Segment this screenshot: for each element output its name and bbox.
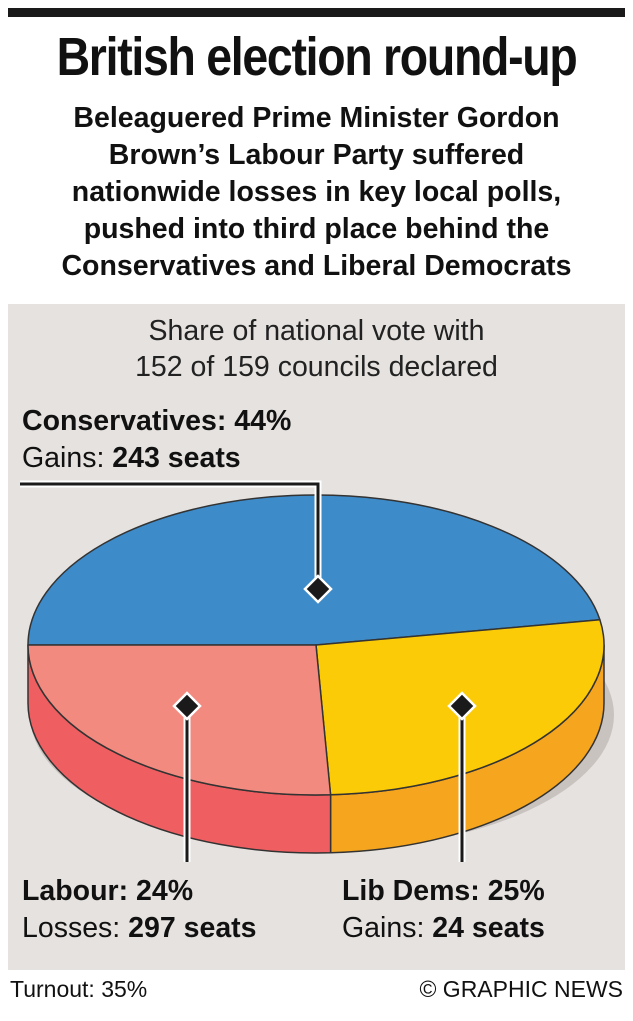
subtitle-line: nationwide losses in key local polls, <box>71 176 562 208</box>
chart-caption: Share of national vote with 152 of 159 c… <box>8 313 625 385</box>
chart-caption-line: 152 of 159 councils declared <box>135 351 498 383</box>
data-label: 44% <box>234 405 292 437</box>
seat-count: 24 seats <box>432 912 545 944</box>
seat-prefix: Losses: <box>22 912 121 944</box>
label-labour: Labour: 24% Losses: 297 seats <box>22 875 257 944</box>
series-name: Conservatives <box>22 405 217 437</box>
subtitle-line: Brown’s Labour Party suffered <box>108 139 525 171</box>
series-name: Labour <box>22 875 119 907</box>
subtitle: Beleaguered Prime Minister Gordon Brown’… <box>8 100 625 285</box>
series-name: Lib Dems <box>342 875 471 907</box>
leader-marker-conservatives <box>303 574 333 604</box>
label-lib-dems: Lib Dems: 25% Gains: 24 seats <box>342 875 545 944</box>
data-label: 25% <box>487 875 545 907</box>
leader-marker-lib-dems <box>447 691 477 721</box>
subtitle-line: Beleaguered Prime Minister Gordon <box>73 102 560 134</box>
pie-slice-conservatives <box>27 494 601 646</box>
data-label: 24% <box>136 875 194 907</box>
page-title: British election round-up <box>56 27 578 87</box>
chart-caption-line: Share of national vote with <box>148 315 485 347</box>
seat-count: 243 seats <box>112 442 241 474</box>
subtitle-line: Conservatives and Liberal Democrats <box>61 250 572 282</box>
seat-prefix: Gains: <box>22 442 105 474</box>
pie-slice-labour <box>27 644 332 796</box>
top-rule <box>8 8 625 17</box>
turnout-note: Turnout: 35% <box>10 976 148 1002</box>
subtitle-line: pushed into third place behind the <box>83 213 550 245</box>
label-conservatives: Conservatives: 44% Gains: 243 seats <box>22 405 292 474</box>
seat-prefix: Gains: <box>342 912 425 944</box>
leader-marker-labour <box>172 691 202 721</box>
seat-count: 297 seats <box>128 912 257 944</box>
credit: © GRAPHIC NEWS <box>419 976 623 1002</box>
leader-line-conservatives <box>20 482 320 588</box>
